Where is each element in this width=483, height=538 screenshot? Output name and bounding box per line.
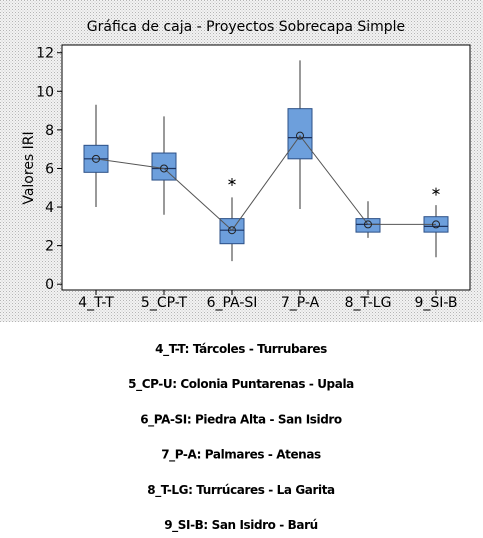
outlier [432, 187, 440, 196]
outlier [228, 177, 236, 186]
mean-marker [160, 164, 168, 173]
note: 8_T-LG: Turrúcares - La Garita [147, 483, 335, 498]
notes: 4_T-T: Tárcoles - Turrubares 5_CP-U: Colo… [128, 342, 354, 533]
plot-area [61, 44, 471, 291]
box [355, 218, 381, 233]
mean-line [95, 134, 436, 231]
y-tick-label: 6 [45, 161, 54, 177]
y-tick-label: 12 [36, 46, 54, 62]
chart-title: Gráfica de caja - Proyectos Sobrecapa Si… [87, 19, 405, 35]
y-axis-label: Valores IRI [21, 131, 37, 204]
note: 7_P-A: Palmares - Atenas [161, 448, 321, 463]
x-tick-label: 4_T-T [78, 295, 114, 311]
y-tick-label: 10 [36, 84, 54, 100]
note: 6_PA-SI: Piedra Alta - San Isidro [140, 412, 342, 427]
x-tick-label: 8_T-LG [345, 295, 392, 311]
x-tick-label: 9_SI-B [414, 295, 457, 311]
note: 9_SI-B: San Isidro - Barú [164, 518, 318, 533]
mean-marker [228, 226, 236, 235]
mean-marker [432, 220, 440, 229]
x-tick-label: 7_P-A [281, 295, 320, 311]
mean-marker [92, 154, 100, 163]
y-tick-label: 0 [45, 277, 54, 293]
note: 5_CP-U: Colonia Puntarenas - Upala [128, 377, 354, 392]
mean-marker [364, 220, 372, 229]
mean-marker [296, 131, 304, 140]
x-tick-label: 6_PA-SI [207, 295, 258, 311]
y-tick-label: 2 [45, 239, 54, 255]
x-tick-label: 5_CP-T [141, 295, 188, 311]
y-tick-label: 4 [45, 200, 54, 216]
note: 4_T-T: Tárcoles - Turrubares [155, 342, 327, 357]
box [287, 108, 313, 160]
y-tick-label: 8 [45, 123, 54, 139]
